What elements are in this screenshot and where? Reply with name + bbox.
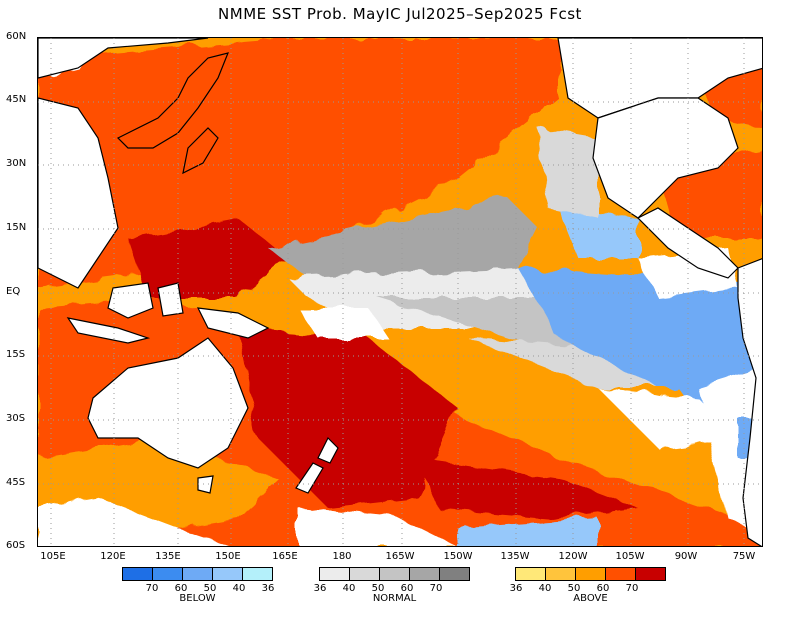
land-masses xyxy=(38,38,762,546)
lon-label-75w: 75W xyxy=(732,551,756,562)
legend-tick: 70 xyxy=(625,583,639,594)
lat-label-15s: 15S xyxy=(6,349,26,360)
legend-tick: 70 xyxy=(429,583,443,594)
legend-swatch xyxy=(410,568,440,580)
legend-swatch xyxy=(546,568,576,580)
lat-label-eq: EQ xyxy=(6,286,21,297)
legend-above-swatches xyxy=(515,567,666,581)
legend-above: 36 40 50 60 70 ABOVE xyxy=(510,567,666,604)
map-title: NMME SST Prob. MayIC Jul2025–Sep2025 Fcs… xyxy=(218,5,582,23)
legend-swatch xyxy=(213,568,243,580)
legend-tick: 60 xyxy=(596,583,610,594)
lon-label-105e: 105E xyxy=(40,551,66,562)
lon-label-150e: 150E xyxy=(215,551,241,562)
legend-tick: 60 xyxy=(400,583,414,594)
legend-normal: 36 40 50 60 70 NORMAL xyxy=(314,567,470,604)
legend-swatch xyxy=(516,568,546,580)
legend-normal-label: NORMAL xyxy=(372,593,417,604)
legend-swatch xyxy=(606,568,636,580)
lat-label-45n: 45N xyxy=(6,94,27,105)
lon-label-120e: 120E xyxy=(100,551,126,562)
graticule xyxy=(38,38,762,546)
lon-label-150w: 150W xyxy=(443,551,473,562)
legend-below-ticks: 70 60 50 40 36 xyxy=(122,581,275,594)
lon-label-90w: 90W xyxy=(674,551,698,562)
legend-below-label: BELOW xyxy=(179,593,216,604)
legend-swatch xyxy=(380,568,410,580)
lat-label-15n: 15N xyxy=(6,222,27,233)
legend-below: 70 60 50 40 36 BELOW xyxy=(122,567,275,604)
legend-swatch xyxy=(243,568,272,580)
lon-label-120w: 120W xyxy=(558,551,588,562)
lat-label-60s: 60S xyxy=(6,540,26,551)
legend-swatch xyxy=(183,568,213,580)
lat-label-60n: 60N xyxy=(6,31,27,42)
legend-tick: 40 xyxy=(342,583,356,594)
legend-swatch xyxy=(636,568,665,580)
legend-swatch xyxy=(320,568,350,580)
lat-label-30s: 30S xyxy=(6,413,26,424)
lon-label-135e: 135E xyxy=(155,551,181,562)
legend-tick: 40 xyxy=(538,583,552,594)
legend-swatch xyxy=(440,568,469,580)
legend-below-swatches xyxy=(122,567,273,581)
lon-label-165w: 165W xyxy=(385,551,415,562)
legend-above-label: ABOVE xyxy=(573,593,608,604)
legend-tick: 50 xyxy=(203,583,217,594)
map-svg xyxy=(38,38,762,546)
legend-tick: 50 xyxy=(371,583,385,594)
legend-tick: 40 xyxy=(232,583,246,594)
legend-swatch xyxy=(153,568,183,580)
lon-label-105w: 105W xyxy=(615,551,645,562)
legend-above-ticks: 36 40 50 60 70 xyxy=(510,581,662,594)
legend-swatch xyxy=(350,568,380,580)
legend-tick: 36 xyxy=(261,583,275,594)
legend-swatch xyxy=(123,568,153,580)
lat-label-45s: 45S xyxy=(6,477,26,488)
legend-tick: 60 xyxy=(174,583,188,594)
legend-swatch xyxy=(576,568,606,580)
legend-tick: 36 xyxy=(313,583,327,594)
legend-normal-ticks: 36 40 50 60 70 xyxy=(314,581,466,594)
lon-label-165e: 165E xyxy=(272,551,298,562)
lat-label-30n: 30N xyxy=(6,158,27,169)
legend-tick: 36 xyxy=(509,583,523,594)
legend-tick: 70 xyxy=(145,583,159,594)
legend-tick: 50 xyxy=(567,583,581,594)
lon-label-135w: 135W xyxy=(500,551,530,562)
sst-probability-map xyxy=(37,37,763,547)
lon-label-180: 180 xyxy=(332,551,352,562)
legend-normal-swatches xyxy=(319,567,470,581)
